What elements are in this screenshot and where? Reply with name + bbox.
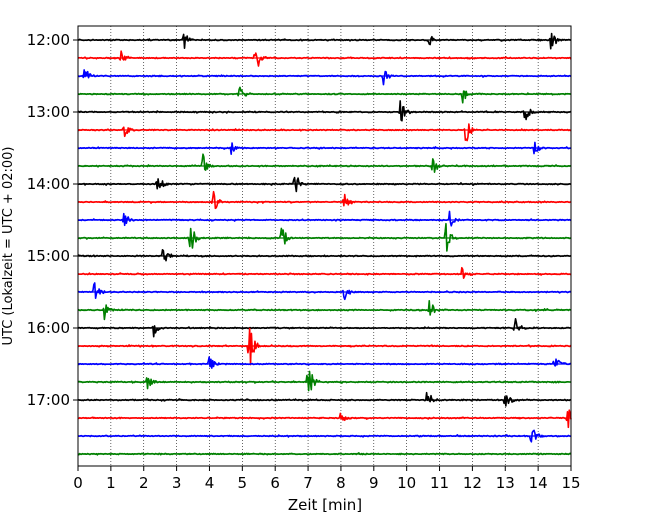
x-tick-label: 14	[529, 474, 548, 492]
x-tick-label: 3	[172, 474, 182, 492]
x-tick-label: 9	[369, 474, 379, 492]
y-tick-label: 17:00	[27, 391, 70, 409]
x-tick-label: 10	[397, 474, 416, 492]
y-tick-label: 15:00	[27, 247, 70, 265]
x-axis-label: Zeit [min]	[288, 496, 362, 514]
y-tick-label: 14:00	[27, 175, 70, 193]
x-tick-label: 0	[73, 474, 83, 492]
x-tick-label: 2	[139, 474, 149, 492]
x-tick-label: 13	[496, 474, 515, 492]
x-tick-label: 7	[303, 474, 313, 492]
y-axis-label: UTC (Lokalzeit = UTC + 02:00)	[1, 147, 16, 346]
x-tick-label: 15	[561, 474, 580, 492]
plot-frame	[77, 25, 572, 467]
seismic-traces	[77, 32, 572, 456]
x-tick-label: 11	[430, 474, 449, 492]
x-tick-label: 8	[336, 474, 346, 492]
y-tick-label: 12:00	[27, 31, 70, 49]
x-tick-label: 4	[205, 474, 215, 492]
x-tick-label: 6	[270, 474, 280, 492]
x-tick-label: 1	[106, 474, 116, 492]
x-tick-label: 12	[463, 474, 482, 492]
x-tick-label: 5	[238, 474, 248, 492]
y-axis-ticks: 12:00 13:00 14:00 15:00 16:00 17:00	[27, 31, 78, 409]
y-tick-label: 16:00	[27, 319, 70, 337]
x-axis-ticks: 0 1 2 3 4 5 6 7 8 9 10 11 12 13 14 15	[73, 466, 581, 492]
y-tick-label: 13:00	[27, 103, 70, 121]
